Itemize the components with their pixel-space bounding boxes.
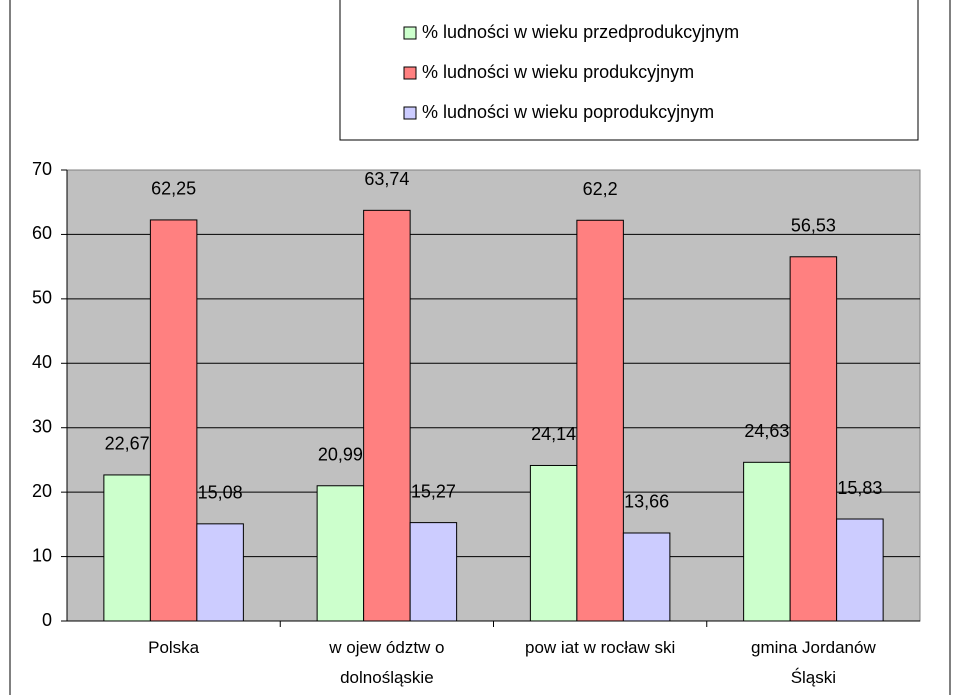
y-tick-label: 0 [42,610,52,630]
bar [103,474,151,622]
data-label: 13,66 [624,492,669,512]
legend-label: % ludności w wieku poprodukcyjnym [422,102,714,122]
bar [576,219,624,622]
data-label: 24,14 [531,424,576,444]
bar [622,532,671,622]
data-label: 15,27 [411,481,456,501]
x-tick-label: gmina Jordanów Śląski [751,638,876,687]
data-label: 15,08 [198,483,243,503]
legend-swatch [403,106,417,120]
y-tick-label: 40 [32,352,52,372]
y-tick-label: 20 [32,481,52,501]
bar [316,485,365,622]
data-label: 22,67 [105,434,150,454]
legend-label: % ludności w wieku przedprodukcyjnym [422,22,739,42]
bar [409,522,458,622]
data-label: 20,99 [318,445,363,465]
y-tick-label: 60 [32,223,52,243]
data-label: 63,74 [364,169,409,189]
bar [196,523,244,622]
bar [789,256,838,622]
bar [529,464,578,622]
legend-label: % ludności w wieku produkcyjnym [422,62,694,82]
data-label: 62,2 [583,179,618,199]
x-tick-label: Polska [148,638,200,657]
y-tick-label: 70 [32,159,52,179]
legend-swatch [403,66,417,80]
x-tick-label: w ojew ództw o dolnośląskie [329,638,445,687]
y-tick-label: 30 [32,416,52,436]
bar [149,219,198,622]
bar [363,209,411,622]
data-label: 62,25 [151,179,196,199]
data-label: 24,63 [744,421,789,441]
data-label: 15,83 [837,478,882,498]
data-label: 56,53 [791,216,836,236]
y-tick-label: 10 [32,545,52,565]
bar [836,518,884,622]
legend [339,0,919,141]
bar [743,461,791,622]
x-tick-label: pow iat w rocław ski [525,638,676,657]
legend-swatch [403,26,417,40]
y-tick-label: 50 [32,288,52,308]
